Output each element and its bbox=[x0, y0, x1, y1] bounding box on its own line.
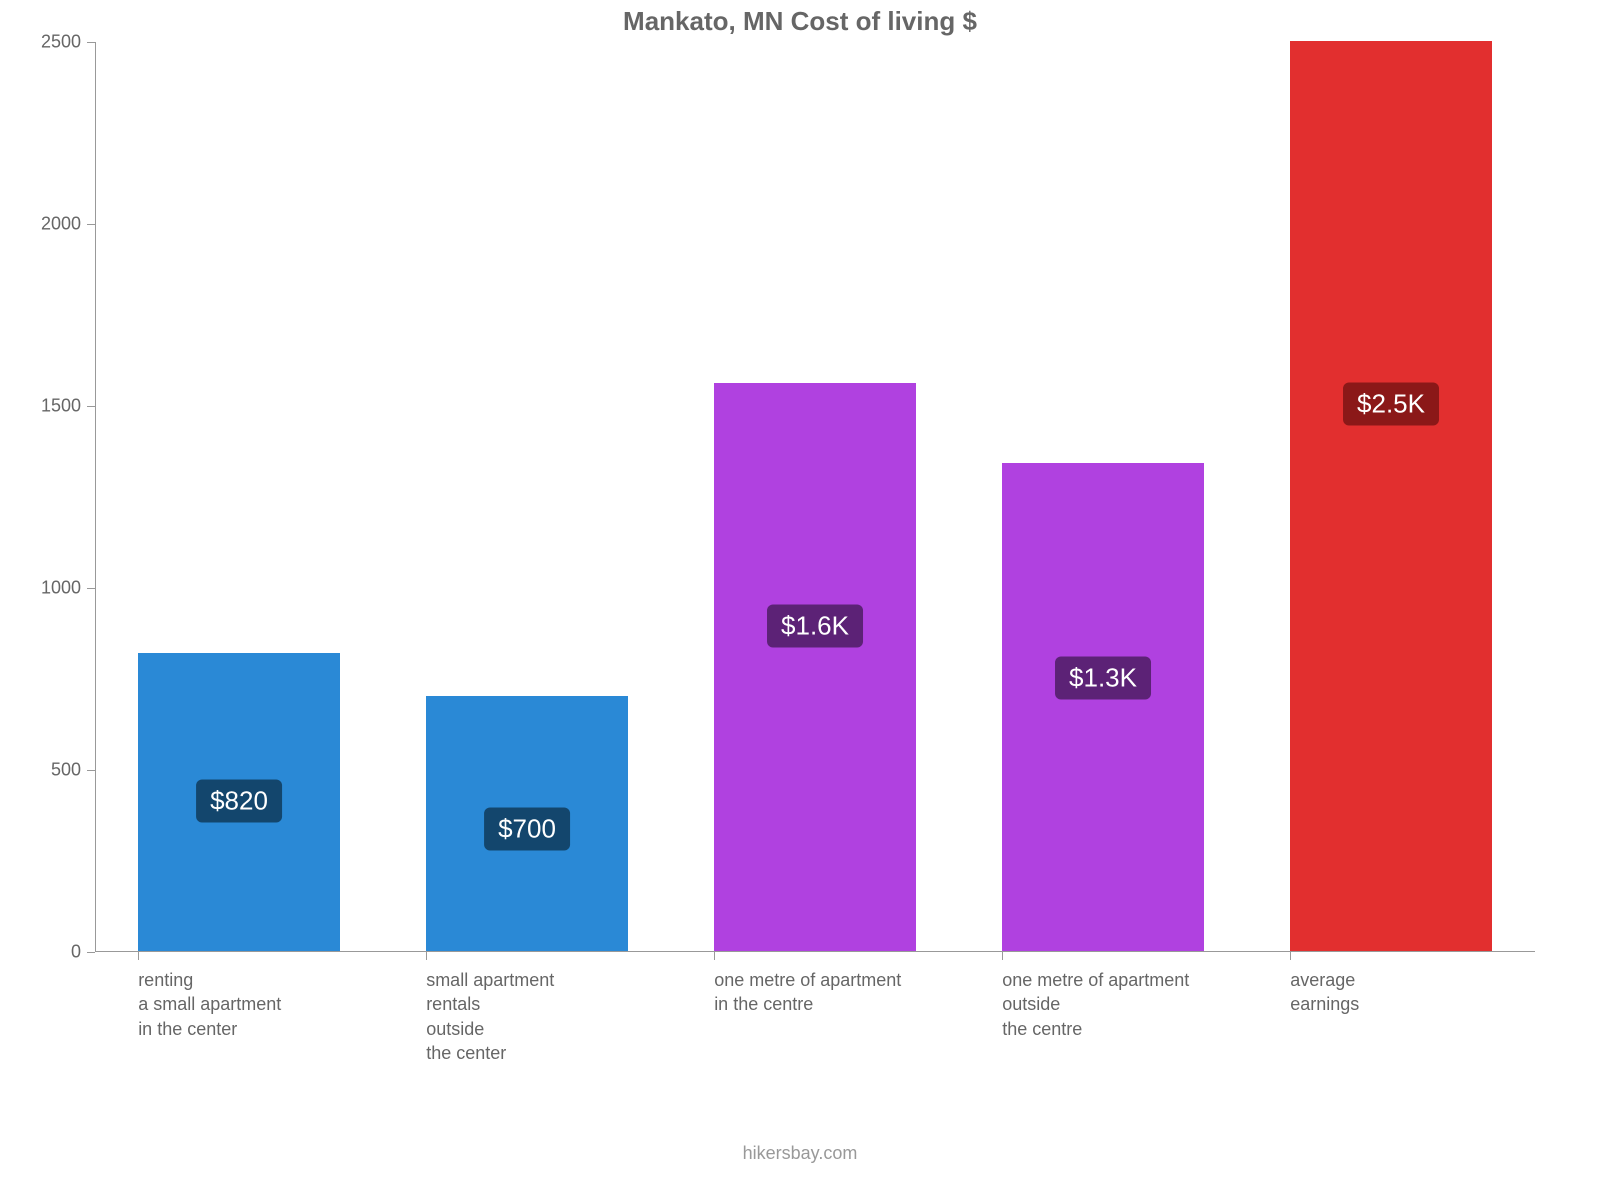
x-tick-label: renting a small apartment in the center bbox=[138, 952, 380, 1041]
bar-value-label: $1.3K bbox=[1055, 656, 1151, 699]
chart-title: Mankato, MN Cost of living $ bbox=[0, 6, 1600, 37]
bar-value-label: $820 bbox=[196, 779, 282, 822]
bar bbox=[714, 383, 916, 951]
y-tick-label: 0 bbox=[71, 942, 95, 963]
chart-footer: hikersbay.com bbox=[0, 1143, 1600, 1164]
y-axis bbox=[95, 42, 96, 952]
y-tick-label: 500 bbox=[51, 760, 95, 781]
bar-value-label: $2.5K bbox=[1343, 382, 1439, 425]
y-tick-label: 1500 bbox=[41, 396, 95, 417]
cost-of-living-chart: Mankato, MN Cost of living $ 05001000150… bbox=[0, 0, 1600, 1200]
y-tick-label: 2000 bbox=[41, 214, 95, 235]
bar bbox=[1290, 41, 1492, 951]
x-tick-label: one metre of apartment outside the centr… bbox=[1002, 952, 1244, 1041]
bar-value-label: $1.6K bbox=[767, 604, 863, 647]
x-tick-label: small apartment rentals outside the cent… bbox=[426, 952, 668, 1065]
plot-area: 05001000150020002500$820renting a small … bbox=[95, 42, 1535, 952]
y-tick-label: 2500 bbox=[41, 32, 95, 53]
x-tick-label: average earnings bbox=[1290, 952, 1532, 1017]
x-tick-label: one metre of apartment in the centre bbox=[714, 952, 956, 1017]
bar-value-label: $700 bbox=[484, 808, 570, 851]
y-tick-label: 1000 bbox=[41, 578, 95, 599]
bar bbox=[1002, 463, 1204, 951]
